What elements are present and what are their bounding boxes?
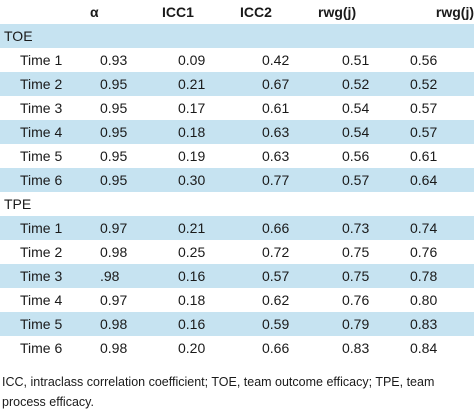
cell-icc2: 0.67: [240, 72, 318, 96]
cell-rwg-1: 0.75: [318, 264, 398, 288]
cell-alpha: 0.95: [90, 120, 162, 144]
row-label: Time 5: [0, 144, 90, 168]
cell-icc2: 0.57: [240, 264, 318, 288]
table-row: Time 2 0.95 0.21 0.67 0.52 0.52: [0, 72, 474, 96]
group-label: TPE: [0, 192, 474, 216]
header-row: α ICC1 ICC2 rwg(j) rwg(j): [0, 0, 474, 24]
row-label: Time 4: [0, 288, 90, 312]
cell-alpha: 0.98: [90, 312, 162, 336]
table-row: Time 5 0.95 0.19 0.63 0.56 0.61: [0, 144, 474, 168]
cell-icc1: 0.09: [162, 48, 240, 72]
row-label: Time 2: [0, 72, 90, 96]
cell-alpha: 0.97: [90, 216, 162, 240]
header-blank: [0, 0, 90, 24]
row-label: Time 1: [0, 48, 90, 72]
cell-icc2: 0.66: [240, 336, 318, 360]
cell-rwg-2: 0.57: [398, 120, 474, 144]
cell-icc1: 0.19: [162, 144, 240, 168]
cell-icc2: 0.59: [240, 312, 318, 336]
cell-icc1: 0.16: [162, 312, 240, 336]
cell-alpha: 0.97: [90, 288, 162, 312]
cell-rwg-1: 0.54: [318, 120, 398, 144]
header-rwg-1: rwg(j): [318, 0, 398, 24]
cell-icc2: 0.63: [240, 144, 318, 168]
table-footnote: ICC, intraclass correlation coefficient;…: [2, 375, 435, 409]
row-label: Time 2: [0, 240, 90, 264]
table-row: Time 2 0.98 0.25 0.72 0.75 0.76: [0, 240, 474, 264]
table-row: Time 6 0.95 0.30 0.77 0.57 0.64: [0, 168, 474, 192]
table-row: Time 4 0.95 0.18 0.63 0.54 0.57: [0, 120, 474, 144]
cell-rwg-2: 0.57: [398, 96, 474, 120]
cell-alpha: 0.95: [90, 72, 162, 96]
cell-icc2: 0.62: [240, 288, 318, 312]
cell-icc1: 0.25: [162, 240, 240, 264]
cell-icc1: 0.18: [162, 288, 240, 312]
cell-rwg-2: 0.84: [398, 336, 474, 360]
cell-rwg-1: 0.75: [318, 240, 398, 264]
cell-rwg-2: 0.83: [398, 312, 474, 336]
row-label: Time 5: [0, 312, 90, 336]
table-row: Time 5 0.98 0.16 0.59 0.79 0.83: [0, 312, 474, 336]
cell-alpha: 0.98: [90, 336, 162, 360]
cell-icc2: 0.72: [240, 240, 318, 264]
group-label: TOE: [0, 24, 474, 48]
row-label: Time 3: [0, 264, 90, 288]
cell-rwg-2: 0.80: [398, 288, 474, 312]
cell-alpha: 0.95: [90, 168, 162, 192]
table-row: Time 3 0.95 0.17 0.61 0.54 0.57: [0, 96, 474, 120]
header-icc2: ICC2: [240, 0, 318, 24]
cell-rwg-2: 0.76: [398, 240, 474, 264]
cell-icc2: 0.66: [240, 216, 318, 240]
cell-icc1: 0.21: [162, 72, 240, 96]
reliability-table: α ICC1 ICC2 rwg(j) rwg(j) TOE Time 1 0.9…: [0, 0, 474, 360]
group-row-tpe: TPE: [0, 192, 474, 216]
cell-icc2: 0.77: [240, 168, 318, 192]
table-row: Time 6 0.98 0.20 0.66 0.83 0.84: [0, 336, 474, 360]
cell-icc1: 0.20: [162, 336, 240, 360]
cell-rwg-1: 0.52: [318, 72, 398, 96]
cell-alpha: 0.95: [90, 144, 162, 168]
cell-rwg-2: 0.52: [398, 72, 474, 96]
header-alpha: α: [90, 0, 162, 24]
row-label: Time 1: [0, 216, 90, 240]
cell-icc1: 0.30: [162, 168, 240, 192]
cell-rwg-2: 0.78: [398, 264, 474, 288]
cell-rwg-1: 0.83: [318, 336, 398, 360]
cell-icc2: 0.61: [240, 96, 318, 120]
row-label: Time 3: [0, 96, 90, 120]
cell-rwg-2: 0.64: [398, 168, 474, 192]
cell-alpha: 0.93: [90, 48, 162, 72]
row-label: Time 6: [0, 168, 90, 192]
cell-rwg-1: 0.73: [318, 216, 398, 240]
cell-rwg-1: 0.76: [318, 288, 398, 312]
header-icc1: ICC1: [162, 0, 240, 24]
cell-rwg-2: 0.61: [398, 144, 474, 168]
cell-icc2: 0.42: [240, 48, 318, 72]
table-row: Time 4 0.97 0.18 0.62 0.76 0.80: [0, 288, 474, 312]
cell-rwg-2: 0.74: [398, 216, 474, 240]
row-label: Time 4: [0, 120, 90, 144]
table-row: Time 1 0.93 0.09 0.42 0.51 0.56: [0, 48, 474, 72]
table-row: Time 1 0.97 0.21 0.66 0.73 0.74: [0, 216, 474, 240]
cell-icc1: 0.18: [162, 120, 240, 144]
cell-rwg-1: 0.79: [318, 312, 398, 336]
cell-rwg-1: 0.56: [318, 144, 398, 168]
cell-rwg-1: 0.54: [318, 96, 398, 120]
cell-alpha: 0.98: [90, 240, 162, 264]
cell-rwg-1: 0.57: [318, 168, 398, 192]
header-rwg-2: rwg(j): [398, 0, 474, 24]
cell-icc1: 0.21: [162, 216, 240, 240]
cell-icc1: 0.16: [162, 264, 240, 288]
cell-rwg-2: 0.56: [398, 48, 474, 72]
cell-alpha: 0.95: [90, 96, 162, 120]
cell-alpha: .98: [90, 264, 162, 288]
cell-rwg-1: 0.51: [318, 48, 398, 72]
cell-icc1: 0.17: [162, 96, 240, 120]
cell-icc2: 0.63: [240, 120, 318, 144]
table-row: Time 3 .98 0.16 0.57 0.75 0.78: [0, 264, 474, 288]
row-label: Time 6: [0, 336, 90, 360]
group-row-toe: TOE: [0, 24, 474, 48]
